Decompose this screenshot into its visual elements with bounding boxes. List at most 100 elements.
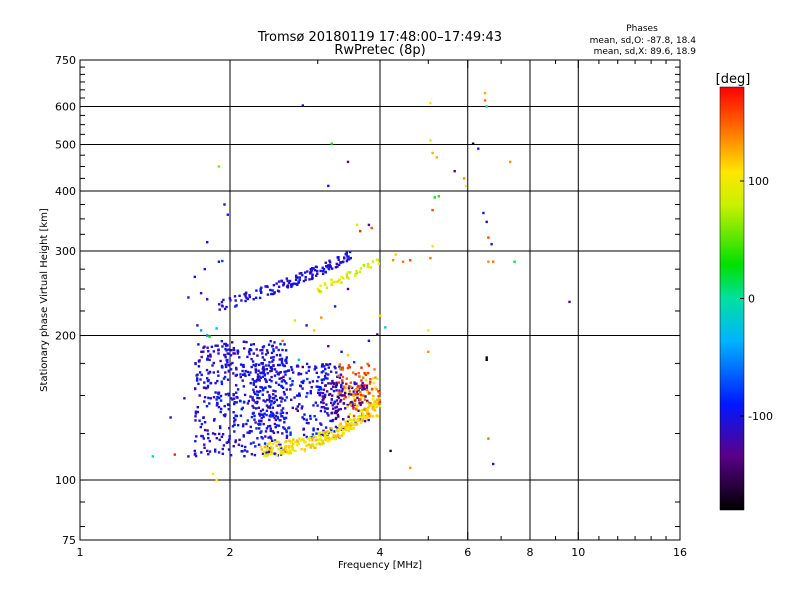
data-point [338,424,341,427]
data-point [276,289,280,292]
data-point [151,455,154,458]
data-point [375,388,378,391]
data-point [311,380,315,383]
data-point [289,451,292,455]
stats-line-x: mean, sd,X: 89.6, 18.9 [594,47,697,57]
data-point [313,269,317,272]
data-point [169,416,172,419]
data-point [236,349,239,352]
data-point [378,391,381,394]
data-point [338,367,342,370]
data-point [337,280,340,283]
data-point [264,364,268,367]
data-point [327,436,330,439]
data-point [337,430,340,433]
data-point [243,293,246,296]
data-point [244,299,247,303]
data-point [487,236,490,239]
data-point [462,177,466,180]
data-point [249,425,252,429]
data-point [275,411,279,415]
data-point [364,409,368,412]
data-point [261,362,264,365]
data-point [277,285,281,288]
data-point [378,400,382,404]
data-point [356,392,359,396]
data-point [326,265,329,269]
data-point [220,340,223,343]
data-point [246,297,250,301]
data-point [306,392,309,395]
data-point [256,400,259,404]
data-point [280,380,284,383]
data-point [227,364,230,367]
data-point [274,394,277,398]
data-point [311,275,314,278]
data-point [285,277,288,280]
data-point [306,437,310,440]
data-point [477,147,480,150]
data-point [225,349,228,352]
data-point [221,447,224,451]
data-point [283,370,286,374]
data-point [296,409,299,412]
x-tick-label: 1 [77,546,84,559]
data-point [483,99,487,102]
data-point [360,411,364,414]
data-point [321,272,325,276]
data-point [235,304,238,307]
data-point [276,431,280,434]
data-point [279,452,282,455]
data-point [305,421,309,425]
data-point [336,395,339,398]
data-point [226,361,229,364]
data-point [245,296,248,300]
data-point [374,400,377,403]
data-point [365,386,369,390]
data-point [209,353,212,356]
data-point [378,396,381,400]
data-point [322,370,325,373]
data-point [267,343,271,346]
data-point [367,371,370,375]
data-point [227,439,231,442]
data-point [363,387,366,391]
data-point [207,379,210,382]
data-point [347,425,350,429]
data-point [279,353,282,357]
data-point [246,450,249,453]
data-point [369,378,372,381]
data-point [345,422,348,425]
data-point [335,384,338,388]
data-point [372,398,375,401]
data-point [338,393,342,396]
data-point [319,269,322,273]
data-point [310,444,314,447]
data-point [377,395,380,398]
data-point [314,401,317,404]
data-point [376,333,379,336]
data-point [342,394,345,397]
data-point [262,399,265,402]
data-point [429,101,432,105]
data-point [260,417,263,420]
data-point [340,390,344,393]
data-point [254,296,258,299]
data-point [320,365,324,368]
data-point [285,434,289,437]
data-point [342,402,345,405]
data-point [482,211,485,215]
data-point [304,276,307,279]
y-tick-label: 75 [62,534,76,547]
data-point [225,359,228,362]
data-point [215,478,218,482]
data-point [297,358,301,361]
data-point [324,384,327,387]
data-point [229,454,233,457]
data-point [233,402,236,406]
data-point [366,362,369,366]
data-point [265,349,269,352]
data-point [268,453,272,456]
data-point [344,386,347,389]
data-point [347,395,351,399]
